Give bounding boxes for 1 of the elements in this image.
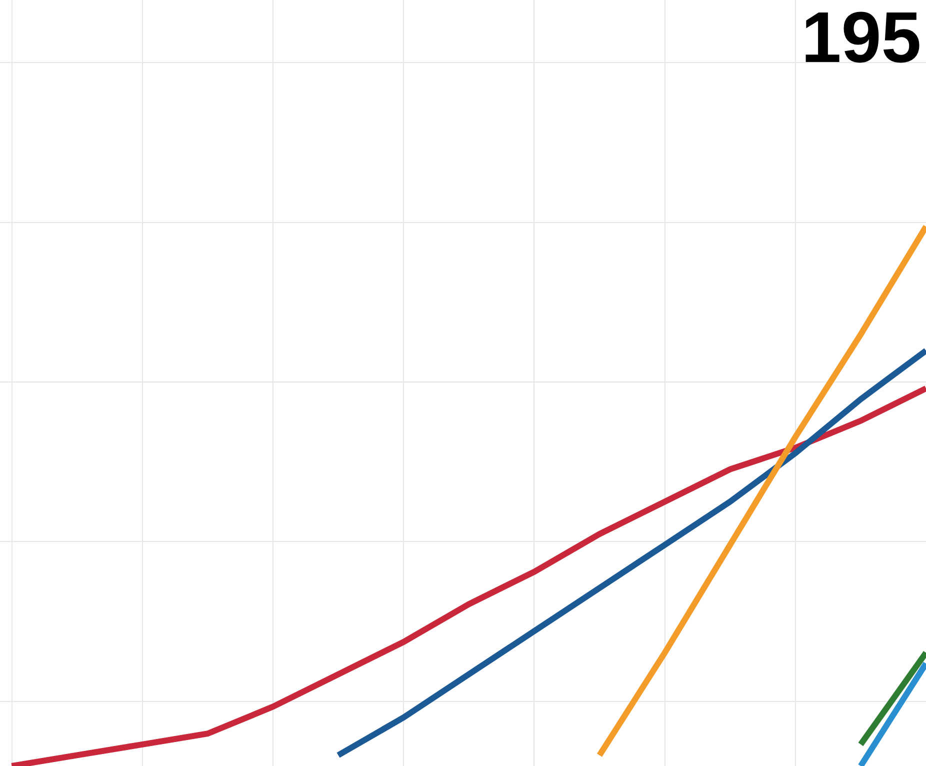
chart-title: 195 bbox=[801, 0, 922, 78]
